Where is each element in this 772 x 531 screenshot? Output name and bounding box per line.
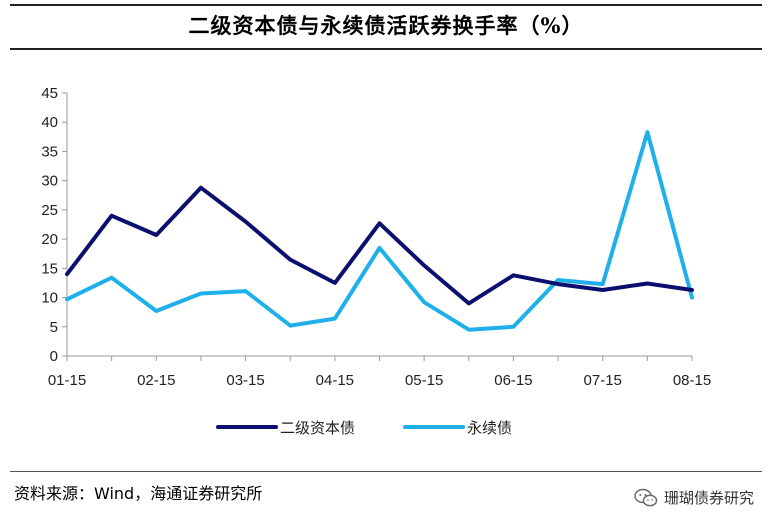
y-tick-label: 35 [41,143,58,160]
x-tick-label: 02-15 [137,372,175,389]
x-tick-label: 03-15 [226,372,264,389]
line-chart: 0 5 10 15 20 25 30 35 40 45 01-15 02-15 03-15 04-15 05… [41,85,711,437]
watermark-text: 珊瑚债券研究 [663,489,754,507]
y-tick-label: 30 [41,173,58,190]
x-tick-label: 04-15 [316,372,354,389]
series-line-1 [65,185,694,306]
series-line-2 [65,130,694,332]
axes: 0 5 10 15 20 25 30 35 40 45 01-15 02-15 03-15 04-15 05… [41,85,711,389]
title-rule [10,48,762,50]
y-tick-label: 15 [41,260,58,277]
legend-label-2: 永续债 [467,419,512,437]
legend-label-1: 二级资本债 [280,419,355,437]
source-note: 资料来源：Wind，海通证券研究所 [14,484,263,503]
x-tick-label: 01-15 [48,372,86,389]
legend: 二级资本债 永续债 [216,419,512,437]
watermark: 珊瑚债券研究 [634,487,754,508]
x-tick-label: 06-15 [494,372,532,389]
bottom-rule [10,471,762,472]
y-tick-label: 5 [50,319,58,336]
y-tick-label: 10 [41,290,58,307]
y-tick-label: 20 [41,231,58,248]
x-tick-label: 07-15 [584,372,622,389]
x-tick-label: 05-15 [405,372,443,389]
wechat-icon [634,488,658,506]
y-tick-label: 45 [41,85,58,102]
x-tick-label: 08-15 [673,372,711,389]
chart-title: 二级资本债与永续债活跃券换手率（%） [188,13,584,38]
top-rule [10,4,762,6]
y-tick-label: 25 [41,202,58,219]
y-tick-label: 0 [50,348,58,365]
y-tick-label: 40 [41,114,58,131]
series-group [65,130,694,332]
